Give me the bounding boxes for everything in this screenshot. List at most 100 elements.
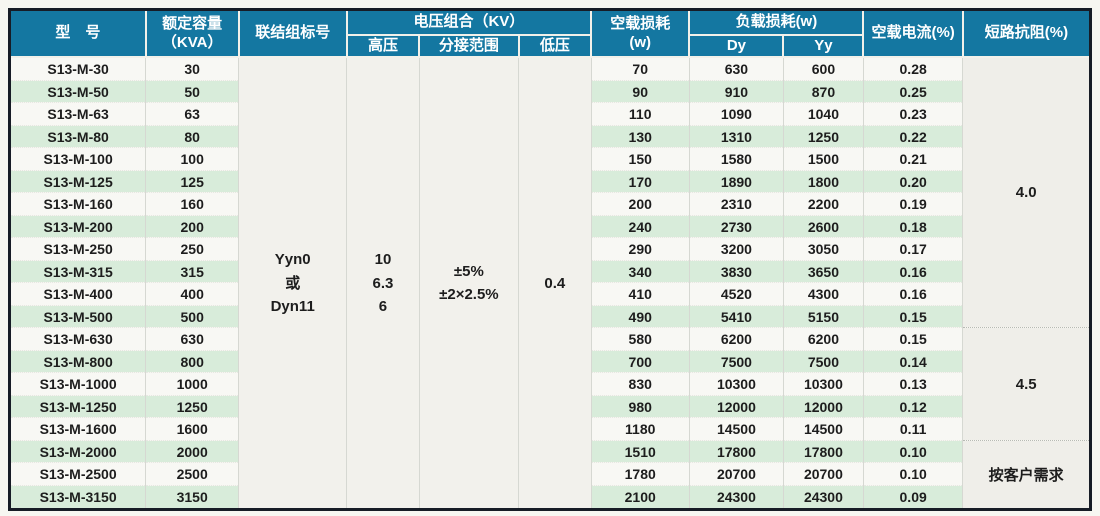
table-row: S13-M-50 50 90 910 870 0.25: [8, 79, 1091, 103]
model-cell: S13-M-160: [8, 192, 147, 216]
col-header-connection: 联结组标号: [237, 8, 348, 59]
load-loss-dy-cell: 20700: [688, 462, 784, 486]
table-row: S13-M-200 200 240 2730 2600 0.18: [8, 214, 1091, 238]
load-loss-dy-cell: 4520: [688, 282, 784, 306]
col-header-load-loss: 负载损耗(w): [688, 8, 865, 36]
load-loss-yy-cell: 4300: [782, 282, 864, 306]
impedance-cell: 4.5: [962, 327, 1091, 441]
table-row: S13-M-630 630 580 6200 6200 0.15 4.5: [8, 327, 1091, 441]
no-load-loss-cell: 980: [590, 394, 690, 418]
capacity-cell: 200: [145, 214, 240, 238]
col-header-capacity: 额定容量 （KVA）: [144, 8, 240, 59]
no-load-current-cell: 0.21: [862, 147, 964, 171]
model-cell: S13-M-63: [8, 102, 147, 126]
table-body: S13-M-30 30 Yyn0 或 Dyn11 10 6.3 6 ±5% ±2×2.5% 0.4 7…: [8, 56, 1091, 510]
no-load-current-cell: 0.18: [862, 214, 964, 238]
load-loss-dy-cell: 910: [688, 79, 784, 103]
model-cell: S13-M-80: [8, 124, 147, 148]
no-load-loss-cell: 340: [590, 259, 690, 283]
table-row: S13-M-400 400 410 4520 4300 0.16: [8, 282, 1091, 306]
load-loss-dy-cell: 1580: [688, 147, 784, 171]
no-load-loss-cell: 700: [590, 349, 690, 373]
load-loss-dy-cell: 12000: [688, 394, 784, 418]
model-cell: S13-M-800: [8, 349, 147, 373]
capacity-cell: 1600: [145, 417, 240, 441]
col-header-yy: Yy: [782, 33, 865, 59]
load-loss-yy-cell: 1500: [782, 147, 864, 171]
table-row: S13-M-1250 1250 980 12000 12000 0.12: [8, 394, 1091, 418]
load-loss-yy-cell: 1250: [782, 124, 864, 148]
no-load-loss-cell: 240: [590, 214, 690, 238]
load-loss-dy-cell: 5410: [688, 304, 784, 328]
high-voltage-cell-line: 6.3: [372, 274, 394, 292]
table-row: S13-M-1600 1600 1180 14500 14500 0.11: [8, 417, 1091, 441]
load-loss-dy-cell: 3830: [688, 259, 784, 283]
load-loss-yy-cell: 14500: [782, 417, 864, 441]
load-loss-dy-cell: 2310: [688, 192, 784, 216]
model-cell: S13-M-1000: [8, 372, 147, 396]
col-header-no-load-loss-line2: (w): [629, 33, 652, 51]
no-load-current-cell: 0.23: [862, 102, 964, 126]
capacity-cell: 500: [145, 304, 240, 328]
load-loss-yy-cell: 24300: [782, 484, 864, 510]
no-load-current-cell: 0.17: [862, 237, 964, 261]
no-load-current-cell: 0.16: [862, 259, 964, 283]
no-load-loss-cell: 150: [590, 147, 690, 171]
load-loss-yy-cell: 17800: [782, 439, 864, 463]
no-load-current-cell: 0.15: [862, 304, 964, 328]
load-loss-dy-cell: 1090: [688, 102, 784, 126]
transformer-spec-table: 型 号 额定容量 （KVA） 联结组标号 电压组合（KV） 空载损耗 (w) 负…: [8, 8, 1092, 511]
no-load-loss-cell: 290: [590, 237, 690, 261]
table-row: S13-M-63 63 110 1090 1040 0.23: [8, 102, 1091, 126]
col-header-voltage-group: 电压组合（KV）: [345, 8, 593, 36]
load-loss-dy-cell: 24300: [688, 484, 784, 510]
high-voltage-cell-line: 6: [378, 297, 388, 315]
tap-range-cell-line: ±5%: [453, 262, 484, 280]
table-row: S13-M-3150 3150 2100 24300 24300 0.09: [8, 484, 1091, 510]
capacity-cell: 100: [145, 147, 240, 171]
load-loss-yy-cell: 10300: [782, 372, 864, 396]
no-load-current-cell: 0.12: [862, 394, 964, 418]
table-row: S13-M-80 80 130 1310 1250 0.22: [8, 124, 1091, 148]
capacity-cell: 250: [145, 237, 240, 261]
no-load-loss-cell: 2100: [590, 484, 690, 510]
no-load-current-cell: 0.15: [862, 327, 964, 351]
table-row: S13-M-160 160 200 2310 2200 0.19: [8, 192, 1091, 216]
table-row: S13-M-2500 2500 1780 20700 20700 0.10: [8, 462, 1091, 486]
load-loss-dy-cell: 630: [688, 56, 784, 81]
no-load-loss-cell: 830: [590, 372, 690, 396]
no-load-loss-cell: 580: [590, 327, 690, 351]
table-row: S13-M-100 100 150 1580 1500 0.21: [8, 147, 1091, 171]
capacity-cell: 2500: [145, 462, 240, 486]
capacity-cell: 3150: [145, 484, 240, 510]
table-row: S13-M-2000 2000 1510 17800 17800 0.10 按客户需求: [8, 439, 1091, 510]
load-loss-yy-cell: 20700: [782, 462, 864, 486]
capacity-cell: 125: [145, 169, 240, 193]
load-loss-yy-cell: 7500: [782, 349, 864, 373]
capacity-cell: 30: [145, 56, 240, 81]
model-cell: S13-M-315: [8, 259, 147, 283]
col-header-lv: 低压: [517, 33, 593, 59]
connection-group-cell: Yyn0 或 Dyn11: [238, 56, 348, 510]
no-load-loss-cell: 70: [590, 56, 690, 81]
load-loss-dy-cell: 6200: [688, 327, 784, 351]
capacity-cell: 630: [145, 327, 240, 351]
col-header-capacity-line2: （KVA）: [161, 33, 223, 51]
load-loss-dy-cell: 14500: [688, 417, 784, 441]
no-load-current-cell: 0.22: [862, 124, 964, 148]
load-loss-dy-cell: 1890: [688, 169, 784, 193]
col-header-no-load-current: 空载电流(%): [862, 8, 964, 59]
model-cell: S13-M-250: [8, 237, 147, 261]
table-row: S13-M-30 30 Yyn0 或 Dyn11 10 6.3 6 ±5% ±2×2.5% 0.4 7…: [8, 56, 1091, 510]
load-loss-dy-cell: 1310: [688, 124, 784, 148]
load-loss-yy-cell: 3050: [782, 237, 864, 261]
low-voltage-cell: 0.4: [518, 56, 592, 510]
table-row: S13-M-250 250 290 3200 3050 0.17: [8, 237, 1091, 261]
high-voltage-cell: 10 6.3 6: [346, 56, 420, 510]
col-header-model: 型 号: [8, 8, 147, 59]
capacity-cell: 800: [145, 349, 240, 373]
model-cell: S13-M-400: [8, 282, 147, 306]
no-load-current-cell: 0.28: [862, 56, 964, 81]
no-load-current-cell: 0.10: [862, 439, 964, 463]
